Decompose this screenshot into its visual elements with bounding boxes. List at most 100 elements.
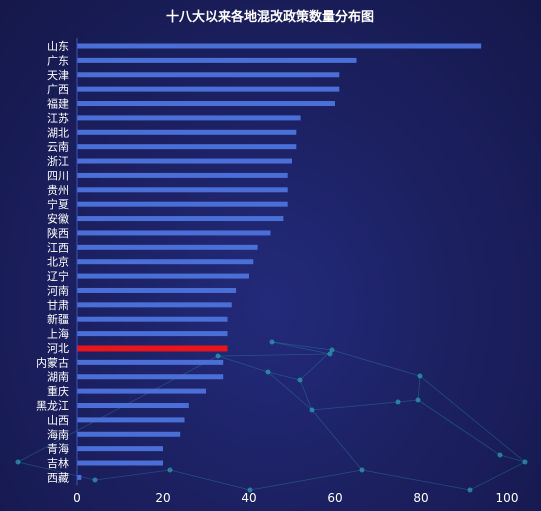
network-link [299,379,313,411]
bar-四川 [77,172,288,178]
bar-湖南 [77,374,224,380]
x-tick-label: 60 [327,491,342,505]
bar-陕西 [77,230,271,236]
network-link [217,353,331,357]
bar-宁夏 [77,201,288,207]
bar-山西 [77,417,185,423]
bar-江西 [77,244,258,250]
bar-贵州 [77,187,288,193]
bar-西藏 [77,474,82,480]
bar-吉林 [77,460,163,466]
x-tick-label: 80 [413,491,428,505]
category-label: 西藏 [47,471,69,484]
network-link [417,399,501,456]
bar-黑龙江 [77,403,189,408]
category-label: 安徽 [47,212,69,226]
network-link [331,349,421,377]
category-label: 四川 [47,169,69,182]
network-link [397,399,419,403]
network-link [311,401,399,411]
network-node [329,347,335,353]
category-label: 黑龙江 [36,400,69,413]
network-link [417,375,421,401]
network-node [297,377,303,383]
network-link [17,461,96,481]
network-node [265,369,271,375]
bar-湖北 [77,129,297,135]
category-label: 湖南 [47,371,69,384]
network-link [169,469,251,491]
chart-title: 十八大以来各地混改政策数量分布图 [166,9,374,25]
category-label: 天津 [47,69,69,82]
network-node [167,467,173,473]
category-label: 内蒙古 [36,355,69,369]
bar-河南 [77,287,237,293]
category-label: 河北 [47,342,69,355]
category-labels: 山东广东天津广西福建江苏湖北云南浙江四川贵州宁夏安徽陕西江西北京辽宁河南甘肃新疆… [36,40,69,484]
bar-云南 [77,144,297,150]
network-node [309,407,315,413]
network-node [415,397,421,403]
category-label: 山东 [47,40,69,53]
network-link [17,355,219,463]
bar-安徽 [77,216,284,222]
bar-重庆 [77,388,206,394]
bar-青海 [77,446,163,452]
bar-海南 [77,431,181,437]
network-node [269,339,275,345]
network-node [359,467,365,473]
network-node [247,487,253,493]
bar-福建 [77,101,335,107]
category-label: 重庆 [47,384,69,398]
network-link [419,375,526,463]
category-label: 辽宁 [47,269,69,283]
category-label: 山西 [47,414,69,427]
network-link [311,409,363,471]
network-link [361,469,471,491]
bar-内蒙古 [77,359,224,365]
category-label: 江西 [47,241,69,254]
network-link [217,355,269,373]
network-link [499,454,526,463]
network-link [271,341,331,355]
bar-甘肃 [77,302,232,308]
x-tick-label: 20 [155,491,170,505]
category-label: 吉林 [47,456,69,470]
bar-江苏 [77,115,301,121]
bars-group [77,43,482,480]
x-tick-label: 40 [241,491,256,505]
network-link [469,461,526,491]
network-decoration [15,339,528,493]
category-label: 海南 [47,427,69,441]
bar-广东 [77,57,357,63]
network-node [497,452,503,458]
network-link [94,469,171,481]
x-tick-label: 100 [496,491,519,505]
category-label: 陕西 [47,226,69,240]
category-label: 甘肃 [47,299,69,312]
bar-北京 [77,259,254,265]
category-label: 河南 [47,284,69,297]
bar-新疆 [77,316,228,322]
network-node [522,459,528,465]
bar-浙江 [77,158,292,164]
network-link [267,371,301,381]
category-label: 贵州 [47,184,69,197]
x-axis-tick-labels: 0 20 40 60 80 100 [73,491,518,505]
network-node [15,459,21,465]
bar-广西 [77,86,340,92]
category-label: 新疆 [47,312,69,326]
network-node [417,373,423,379]
category-label: 浙江 [47,155,69,168]
category-label: 北京 [47,255,69,269]
network-node [467,487,473,493]
bar-山东 [77,43,482,49]
category-label: 云南 [47,141,69,154]
category-label: 湖北 [47,126,69,139]
network-node [92,477,98,483]
network-node [395,399,401,405]
category-label: 福建 [47,97,69,111]
bar-河北 [77,345,228,352]
category-label: 广东 [47,54,69,67]
x-tick-label: 0 [73,491,81,505]
